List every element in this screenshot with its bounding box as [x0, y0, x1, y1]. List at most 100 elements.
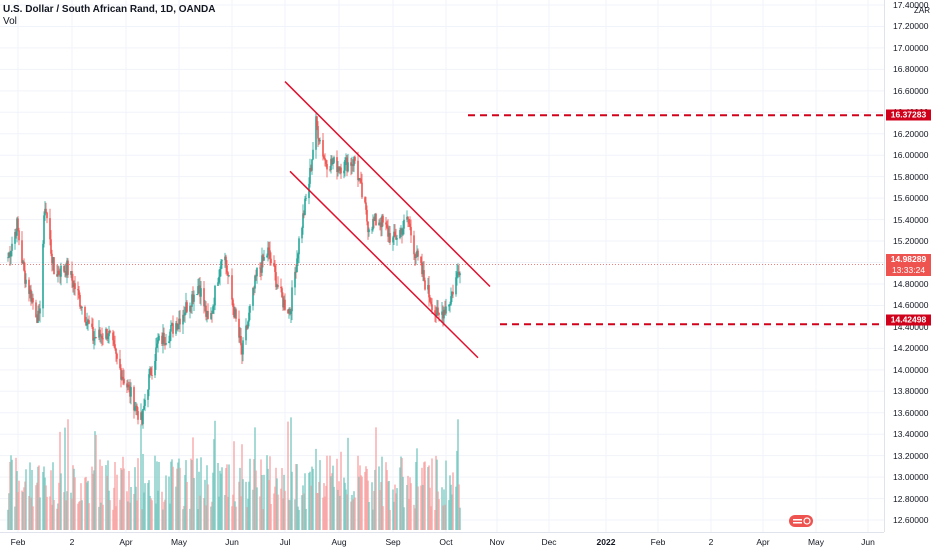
- candle-body: [443, 309, 445, 319]
- volume-bar: [162, 509, 164, 530]
- candle: [354, 155, 356, 164]
- volume-bar: [169, 503, 171, 530]
- volume-bar: [17, 492, 19, 530]
- candle-body: [451, 291, 453, 297]
- time-axis[interactable]: Feb 2 Apr May Jun Jul Aug Sep Oct Nov Dec 2022 Feb 2 A…: [0, 532, 884, 551]
- volume-bar: [330, 476, 332, 530]
- candle: [296, 250, 298, 273]
- volume-bar: [66, 491, 68, 530]
- candle: [448, 304, 450, 311]
- candle-body: [220, 261, 222, 270]
- candle-body: [163, 332, 165, 344]
- candle-body: [170, 325, 172, 332]
- candle-body: [86, 321, 88, 326]
- candle-body: [87, 320, 89, 322]
- volume-bar: [276, 478, 278, 530]
- volume-bar: [372, 509, 374, 530]
- candle-body: [415, 256, 417, 258]
- price-tick-label: 17.20000: [893, 21, 929, 32]
- candle-body: [32, 297, 34, 303]
- price-tick-label: 14.80000: [893, 278, 929, 289]
- candle: [56, 264, 58, 277]
- candle-body: [73, 283, 75, 288]
- candle: [87, 318, 89, 331]
- volume-bar: [281, 468, 283, 530]
- candle: [197, 278, 199, 296]
- candle: [268, 241, 270, 260]
- candle: [289, 307, 291, 316]
- candle: [178, 310, 180, 330]
- candle-body: [135, 405, 137, 408]
- volume-bar: [81, 500, 83, 530]
- candle-body: [21, 240, 23, 264]
- candle-body: [338, 167, 340, 171]
- candle: [85, 316, 87, 327]
- candle: [387, 219, 389, 242]
- candle-body: [350, 162, 352, 166]
- candle-body: [375, 213, 377, 226]
- candle: [149, 366, 151, 378]
- candle: [172, 315, 174, 338]
- candle-body: [193, 294, 195, 302]
- candle-body: [98, 329, 100, 338]
- volume-bar: [210, 506, 212, 530]
- candle-body: [316, 116, 318, 127]
- candle: [449, 301, 451, 313]
- candle-body: [162, 332, 164, 345]
- candle: [94, 328, 96, 346]
- candle-body: [203, 288, 205, 307]
- volume-bar: [339, 495, 341, 530]
- volume-bar: [417, 486, 419, 530]
- candle-body: [113, 340, 115, 345]
- volume-bar: [175, 486, 177, 530]
- candle: [394, 224, 396, 237]
- candle: [375, 212, 377, 226]
- symbol-title[interactable]: U.S. Dollar / South African Rand, 1D, OA…: [3, 4, 216, 15]
- candle-body: [42, 243, 44, 309]
- candle-body: [275, 272, 277, 288]
- candle-body: [60, 265, 62, 277]
- candle-body: [18, 230, 20, 241]
- volume-bar: [371, 482, 373, 530]
- price-tick-label: 14.00000: [893, 364, 929, 375]
- candle-body: [379, 222, 381, 224]
- volume-bar: [382, 506, 384, 530]
- volume-bar: [46, 496, 48, 530]
- candle: [193, 290, 195, 312]
- candle-body: [322, 139, 324, 157]
- candle: [204, 300, 206, 312]
- candle: [372, 214, 374, 232]
- candle: [219, 266, 221, 286]
- candle-body: [352, 164, 354, 166]
- candle: [116, 352, 118, 365]
- volume-bar: [176, 468, 178, 530]
- candle: [301, 226, 303, 244]
- volume-bar: [249, 458, 251, 530]
- volume-bar: [231, 506, 233, 530]
- candle: [266, 253, 268, 259]
- candle: [72, 273, 74, 293]
- candle-body: [213, 305, 215, 307]
- candle: [165, 333, 167, 346]
- chart-area[interactable]: U.S. Dollar / South African Rand, 1D, OA…: [0, 0, 884, 532]
- volume-indicator-icon[interactable]: [788, 514, 814, 528]
- volume-bar: [126, 491, 128, 530]
- candle: [63, 265, 65, 273]
- candle-body: [142, 409, 144, 425]
- candle-body: [283, 299, 285, 308]
- price-chart[interactable]: [0, 0, 884, 532]
- volume-bar: [401, 458, 403, 530]
- volume-bar: [23, 487, 25, 530]
- volume-bar: [172, 466, 174, 530]
- candle-body: [459, 273, 461, 276]
- volume-bar: [115, 506, 117, 530]
- candle: [35, 299, 37, 318]
- volume-bar: [305, 508, 307, 530]
- candle-body: [9, 252, 11, 257]
- candle: [176, 317, 178, 331]
- price-axis[interactable]: ZAR 17.40000 17.20000 17.00000 16.80000 16.6…: [884, 0, 932, 532]
- price-tick-label: 13.60000: [893, 407, 929, 418]
- candle-body: [38, 310, 40, 314]
- candle-body: [386, 224, 388, 228]
- candle-body: [325, 160, 327, 164]
